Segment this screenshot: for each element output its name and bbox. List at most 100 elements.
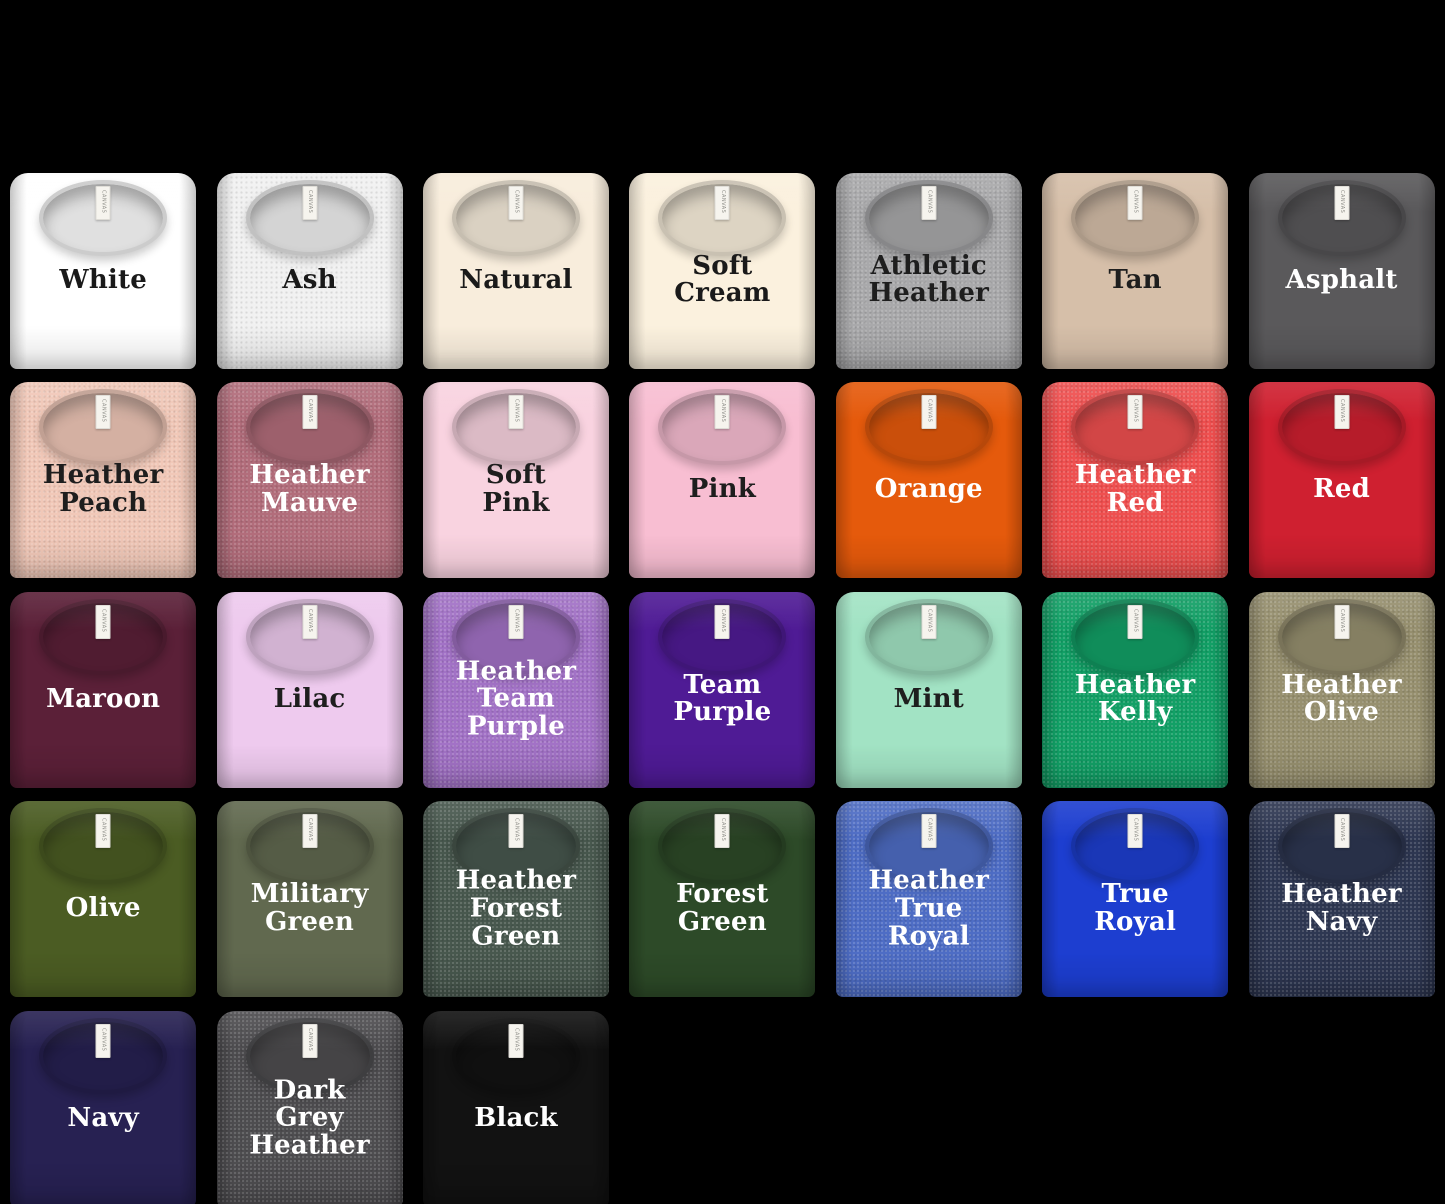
canvas-neck-tag: CANVAS <box>95 395 111 430</box>
color-name-label: Mint <box>893 683 964 714</box>
canvas-neck-tag: CANVAS <box>1334 814 1350 849</box>
canvas-neck-tag: CANVAS <box>302 395 318 430</box>
neck-tag-text: CANVAS <box>926 818 933 842</box>
canvas-neck-tag: CANVAS <box>1334 185 1350 220</box>
color-name-label: Heather Red <box>1074 460 1196 519</box>
neck-tag-text: CANVAS <box>307 1027 314 1052</box>
tshirt-body: CANVAS Black <box>422 1010 609 1204</box>
canvas-neck-tag: CANVAS <box>714 604 730 639</box>
tshirt-body: CANVAS Natural <box>422 172 609 369</box>
folded-tshirt: CANVAS Tan <box>1042 172 1229 369</box>
tshirt-body: CANVAS Ash <box>216 172 403 369</box>
neck-tag-text: CANVAS <box>1339 608 1346 633</box>
neck-tag-text: CANVAS <box>1132 399 1139 423</box>
canvas-neck-tag: CANVAS <box>921 814 937 849</box>
folded-tshirt: CANVAS Military Green <box>216 801 403 998</box>
canvas-neck-tag: CANVAS <box>508 1023 524 1058</box>
color-name-label: Heather Olive <box>1281 669 1402 728</box>
shirt-cell: CANVAS Lilac <box>206 585 412 795</box>
folded-tshirt: CANVAS Ash <box>216 172 403 369</box>
tshirt-body: CANVAS Heather True Royal <box>835 801 1022 998</box>
shirt-cell: CANVAS Team Purple <box>619 585 825 795</box>
shirt-cell: CANVAS Heather Navy <box>1238 795 1444 1005</box>
color-name-label: Soft Cream <box>674 250 771 309</box>
folded-tshirt: CANVAS Dark Grey Heather <box>216 1010 403 1204</box>
tshirt-body: CANVAS Mint <box>835 591 1022 788</box>
neck-tag-text: CANVAS <box>719 608 726 633</box>
color-name-label: Natural <box>459 264 573 295</box>
neck-tag-text: CANVAS <box>513 399 520 423</box>
tshirt-body: CANVAS Heather Red <box>1042 382 1229 579</box>
color-name-label: Team Purple <box>673 669 772 728</box>
neck-tag-text: CANVAS <box>1339 818 1346 842</box>
color-name-label: Heather True Royal <box>868 865 989 951</box>
canvas-neck-tag: CANVAS <box>921 604 937 639</box>
folded-tshirt: CANVAS Pink <box>629 382 816 579</box>
canvas-neck-tag: CANVAS <box>921 395 937 430</box>
neck-tag-text: CANVAS <box>100 818 107 842</box>
color-name-label: Soft Pink <box>482 460 550 519</box>
neck-tag-text: CANVAS <box>307 818 314 842</box>
neck-tag-text: CANVAS <box>1132 608 1139 633</box>
color-name-label: Olive <box>65 893 141 924</box>
folded-tshirt: CANVAS True Royal <box>1042 801 1229 998</box>
neck-tag-text: CANVAS <box>719 818 726 842</box>
shirt-cell: CANVAS White <box>0 166 206 376</box>
neck-tag-text: CANVAS <box>719 189 726 214</box>
tshirt-body: CANVAS Athletic Heather <box>835 172 1022 369</box>
folded-tshirt: CANVAS Heather Olive <box>1248 591 1435 788</box>
tshirt-body: CANVAS Lilac <box>216 591 403 788</box>
color-name-label: Asphalt <box>1285 264 1398 295</box>
color-name-label: Navy <box>67 1102 139 1133</box>
neck-tag-text: CANVAS <box>307 608 314 633</box>
tshirt-body: CANVAS Navy <box>10 1010 197 1204</box>
canvas-neck-tag: CANVAS <box>302 604 318 639</box>
shirt-cell: CANVAS Dark Grey Heather <box>206 1004 412 1204</box>
neck-tag-text: CANVAS <box>100 1027 107 1052</box>
tshirt-body: CANVAS Soft Pink <box>422 382 609 579</box>
folded-tshirt: CANVAS Heather Navy <box>1248 801 1435 998</box>
tshirt-body: CANVAS Forest Green <box>629 801 816 998</box>
shirt-cell: CANVAS Pink <box>619 376 825 586</box>
shirt-cell: CANVAS Military Green <box>206 795 412 1005</box>
shirt-grid: CANVAS White CANVAS Ash CANVAS <box>0 166 1445 1204</box>
neck-tag-text: CANVAS <box>513 189 520 214</box>
canvas-neck-tag: CANVAS <box>302 185 318 220</box>
canvas-neck-tag: CANVAS <box>921 185 937 220</box>
shirt-cell: CANVAS Heather True Royal <box>826 795 1032 1005</box>
canvas-neck-tag: CANVAS <box>508 604 524 639</box>
tshirt-body: CANVAS Maroon <box>10 591 197 788</box>
canvas-neck-tag: CANVAS <box>95 814 111 849</box>
tshirt-body: CANVAS Tan <box>1042 172 1229 369</box>
folded-tshirt: CANVAS Navy <box>10 1010 197 1204</box>
tshirt-body: CANVAS Military Green <box>216 801 403 998</box>
neck-tag-text: CANVAS <box>719 399 726 423</box>
folded-tshirt: CANVAS Heather Forest Green <box>422 801 609 998</box>
canvas-neck-tag: CANVAS <box>302 1023 318 1058</box>
neck-tag-text: CANVAS <box>100 189 107 214</box>
canvas-neck-tag: CANVAS <box>714 814 730 849</box>
neck-tag-text: CANVAS <box>1339 399 1346 423</box>
tshirt-body: CANVAS Heather Navy <box>1248 801 1435 998</box>
folded-tshirt: CANVAS Maroon <box>10 591 197 788</box>
shirt-cell: CANVAS Tan <box>1032 166 1238 376</box>
neck-tag-text: CANVAS <box>926 608 933 633</box>
shirt-cell: CANVAS Asphalt <box>1238 166 1444 376</box>
tshirt-body: CANVAS White <box>10 172 197 369</box>
canvas-neck-tag: CANVAS <box>1334 604 1350 639</box>
neck-tag-text: CANVAS <box>307 189 314 214</box>
folded-tshirt: CANVAS Olive <box>10 801 197 998</box>
folded-tshirt: CANVAS Soft Pink <box>422 382 609 579</box>
tshirt-body: CANVAS Olive <box>10 801 197 998</box>
shirt-cell: CANVAS Red <box>1238 376 1444 586</box>
shirt-cell: CANVAS Olive <box>0 795 206 1005</box>
canvas-neck-tag: CANVAS <box>95 604 111 639</box>
folded-tshirt: CANVAS Heather Peach <box>10 382 197 579</box>
folded-tshirt: CANVAS Heather Team Purple <box>422 591 609 788</box>
shirt-cell: CANVAS Natural <box>413 166 619 376</box>
color-name-label: Dark Grey Heather <box>249 1074 370 1161</box>
color-name-label: White <box>59 264 147 295</box>
shirt-cell: CANVAS Maroon <box>0 585 206 795</box>
shirt-cell: CANVAS Heather Team Purple <box>413 585 619 795</box>
canvas-neck-tag: CANVAS <box>1127 395 1143 430</box>
